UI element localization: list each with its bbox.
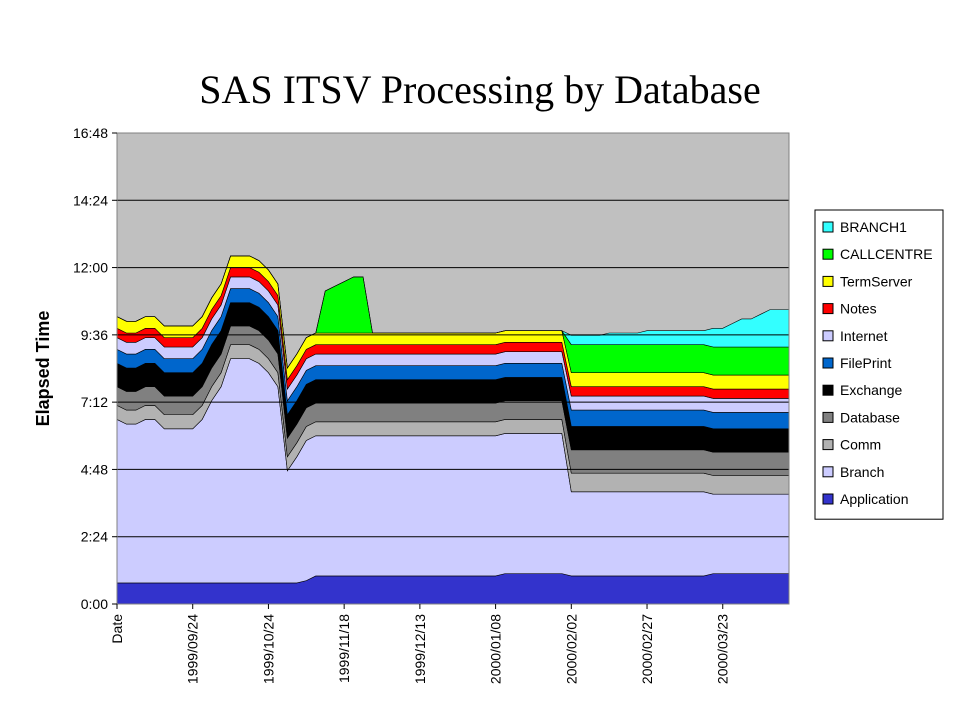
x-tick-label: 2000/02/27 xyxy=(639,614,655,684)
legend-label-callcentre: CALLCENTRE xyxy=(840,246,933,262)
legend: BRANCH1 CALLCENTRE TermServer Notes Internet… xyxy=(814,209,944,520)
legend-label-fileprint: FilePrint xyxy=(840,355,891,371)
y-axis-label: Elapsed Time xyxy=(33,311,53,427)
y-tick-label: 14:24 xyxy=(73,192,108,208)
legend-label-notes: Notes xyxy=(840,301,877,317)
legend-swatch-branch1 xyxy=(822,221,834,233)
slide-title: SAS ITSV Processing by Database xyxy=(199,67,761,112)
legend-swatch-fileprint xyxy=(822,357,834,369)
y-tick-label: 0:00 xyxy=(81,596,108,612)
x-tick-label: 1999/09/24 xyxy=(185,614,201,684)
legend-swatch-notes xyxy=(822,303,834,315)
legend-label-comm: Comm xyxy=(840,437,881,453)
legend-swatch-database xyxy=(822,411,834,423)
legend-label-exchange: Exchange xyxy=(840,382,902,398)
y-tick-label: 9:36 xyxy=(81,327,108,343)
legend-swatch-exchange xyxy=(822,384,834,396)
legend-label-database: Database xyxy=(840,409,900,425)
x-tick-label: 1999/10/24 xyxy=(260,614,276,684)
legend-label-branch: Branch xyxy=(840,464,884,480)
x-tick-label: 2000/03/23 xyxy=(715,614,731,684)
x-tick-label: 2000/02/02 xyxy=(563,614,579,684)
legend-swatch-application xyxy=(822,493,834,505)
y-tick-label: 2:24 xyxy=(81,529,108,545)
legend-label-termserver: TermServer xyxy=(840,273,913,289)
plot-frame xyxy=(116,132,790,605)
legend-swatch-branch xyxy=(822,466,834,478)
legend-swatch-comm xyxy=(822,439,834,451)
y-axis-ticks: 0:00 2:24 4:48 7:12 9:36 12:00 14:24 16:48 xyxy=(73,125,117,612)
y-tick-label: 12:00 xyxy=(73,260,108,276)
legend-label-branch1: BRANCH1 xyxy=(840,219,907,235)
x-tick-label: 2000/01/08 xyxy=(488,614,504,684)
legend-box xyxy=(814,209,944,520)
legend-label-internet: Internet xyxy=(840,328,888,344)
legend-swatch-callcentre xyxy=(822,248,834,260)
legend-swatch-internet xyxy=(822,330,834,342)
y-tick-label: 4:48 xyxy=(81,461,108,477)
y-tick-label: 7:12 xyxy=(81,394,108,410)
x-tick-label: 1999/12/13 xyxy=(412,614,428,684)
x-tick-label: Date xyxy=(109,614,125,644)
x-axis-ticks: Date 1999/09/24 1999/10/24 1999/11/18 1999/1… xyxy=(109,604,731,684)
legend-label-application: Application xyxy=(840,491,909,507)
y-tick-label: 16:48 xyxy=(73,125,108,141)
x-tick-label: 1999/11/18 xyxy=(336,614,352,683)
legend-swatch-termserver xyxy=(822,275,834,287)
